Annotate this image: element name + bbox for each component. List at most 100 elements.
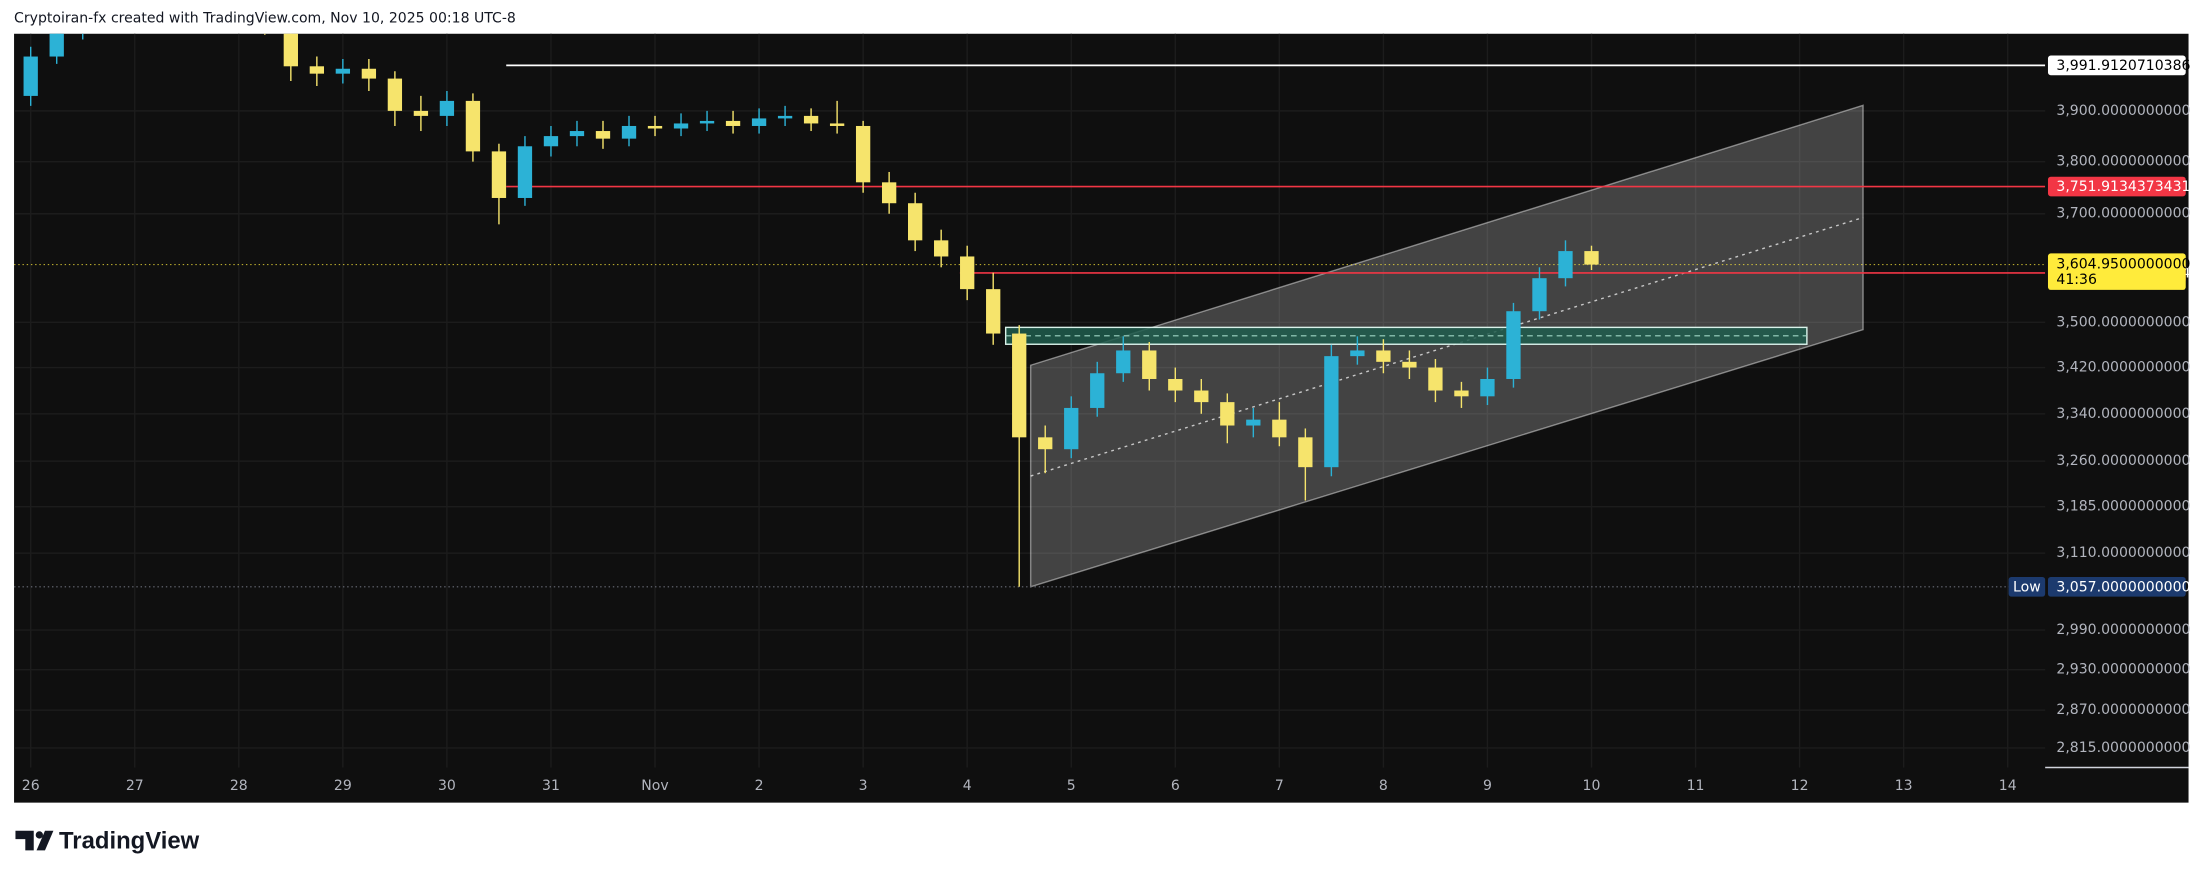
level-tag-label: 3,991.9120710386	[2056, 58, 2190, 74]
candle-body	[881, 182, 897, 204]
x-tick-label: 13	[1895, 778, 1913, 794]
candle-body	[49, 33, 64, 57]
x-tick-label: 5	[1067, 778, 1076, 794]
candle-body	[439, 100, 455, 116]
candle-body	[986, 289, 1001, 334]
x-tick-label: 30	[438, 778, 456, 794]
candle-body	[543, 136, 559, 147]
candle-body	[1142, 350, 1157, 379]
brand-name: TradingView	[59, 827, 200, 854]
candle-body	[1532, 278, 1547, 312]
y-tick-label: 2,990.0000000000	[2056, 622, 2190, 638]
candle-body	[1064, 407, 1079, 450]
candle-body	[491, 151, 507, 198]
channel-midline	[1030, 216, 1864, 477]
candle-body	[1376, 350, 1391, 362]
candle-body	[1428, 367, 1443, 391]
y-tick-label: 3,500.0000000000	[2056, 314, 2190, 330]
y-tick-label: 2,870.0000000000	[2056, 702, 2190, 718]
low-tag	[2047, 576, 2186, 597]
x-tick-label: 14	[1999, 778, 2017, 794]
y-tick-label: 2,815.0000000000	[2056, 740, 2190, 756]
x-tick-label: 26	[22, 778, 40, 794]
candle-body	[1480, 378, 1495, 397]
y-tick-label: 3,340.0000000000	[2056, 406, 2190, 422]
y-tick-label: 3,700.0000000000	[2056, 206, 2190, 222]
candle-body	[1168, 378, 1183, 391]
level-tag	[2047, 55, 2186, 76]
x-tick-label: 2	[755, 778, 764, 794]
x-tick-label: 11	[1687, 778, 1705, 794]
candle-body	[569, 131, 585, 137]
candle-body	[283, 33, 298, 67]
candle-body	[725, 120, 741, 126]
x-tick-label: 28	[230, 778, 248, 794]
x-tick-label: 29	[334, 778, 352, 794]
x-tick-label: 27	[126, 778, 144, 794]
drawings	[14, 64, 2046, 588]
candles	[23, 33, 1599, 587]
candle-body	[23, 56, 38, 96]
x-tick-label: Nov	[641, 778, 668, 794]
candle-body	[1272, 419, 1287, 438]
candle-body	[361, 68, 377, 79]
brand-logo	[15, 830, 54, 851]
candle-body	[1298, 437, 1313, 468]
candle-body	[1350, 350, 1365, 357]
candle-body	[777, 115, 793, 119]
candle-body	[699, 120, 715, 124]
x-tick-label: 3	[859, 778, 868, 794]
candle-body	[934, 240, 949, 257]
x-tick-label: 12	[1791, 778, 1809, 794]
candle-body	[1220, 402, 1235, 426]
candle-body	[465, 100, 481, 152]
candle-body	[673, 123, 689, 129]
candle-body	[1558, 251, 1573, 279]
candle-body	[829, 123, 845, 126]
candle-body	[1012, 333, 1027, 438]
header: Cryptoiran-fx created with TradingView.c…	[14, 10, 516, 26]
candle-body	[907, 203, 923, 241]
candle-body	[387, 78, 403, 111]
x-tick-label: 4	[963, 778, 972, 794]
x-tick-label: 31	[542, 778, 560, 794]
candle-body	[1324, 356, 1339, 468]
grid	[14, 33, 2046, 768]
candle-body	[960, 256, 975, 290]
candle-body	[803, 115, 819, 124]
low-label: 3,057.0000000000	[2056, 580, 2190, 596]
y-tick-label: 3,110.0000000000	[2056, 545, 2190, 561]
candle-body	[1584, 251, 1599, 265]
x-tick-label: 10	[1583, 778, 1601, 794]
overlay: 3,900.0000000000 3,800.0000000000 3,700.00…	[22, 55, 2191, 794]
countdown: 41:36	[2056, 272, 2097, 288]
candle-body	[1506, 311, 1521, 379]
candle-body	[413, 110, 429, 116]
level-tag-label: 3,751.9134373431	[2056, 179, 2190, 195]
logo-mark	[36, 830, 54, 851]
last-price-label: 3,604.9500000000	[2056, 257, 2190, 273]
candle-body	[1194, 390, 1209, 403]
candle-body	[855, 125, 871, 183]
y-tick-label: 3,900.0000000000	[2056, 103, 2190, 119]
candle-body	[647, 125, 663, 129]
candle-body	[621, 125, 637, 139]
level-tag	[2047, 176, 2186, 197]
x-tick-label: 9	[1483, 778, 1492, 794]
x-tick-label: 8	[1379, 778, 1388, 794]
low-name: Low	[2013, 580, 2041, 596]
logo-dot	[35, 831, 44, 839]
low-name-tag	[2008, 576, 2046, 597]
candle-body	[335, 68, 351, 74]
candle-body	[1246, 419, 1261, 426]
x-tick-label: 6	[1171, 778, 1180, 794]
candle-body	[1038, 437, 1053, 450]
logo-mark	[15, 830, 34, 851]
y-tick-label: 2,930.0000000000	[2056, 662, 2190, 678]
x-tick-label: 7	[1275, 778, 1284, 794]
candle-body	[1402, 361, 1417, 368]
candle-body	[1090, 373, 1105, 408]
last-price-tag	[2047, 253, 2186, 290]
